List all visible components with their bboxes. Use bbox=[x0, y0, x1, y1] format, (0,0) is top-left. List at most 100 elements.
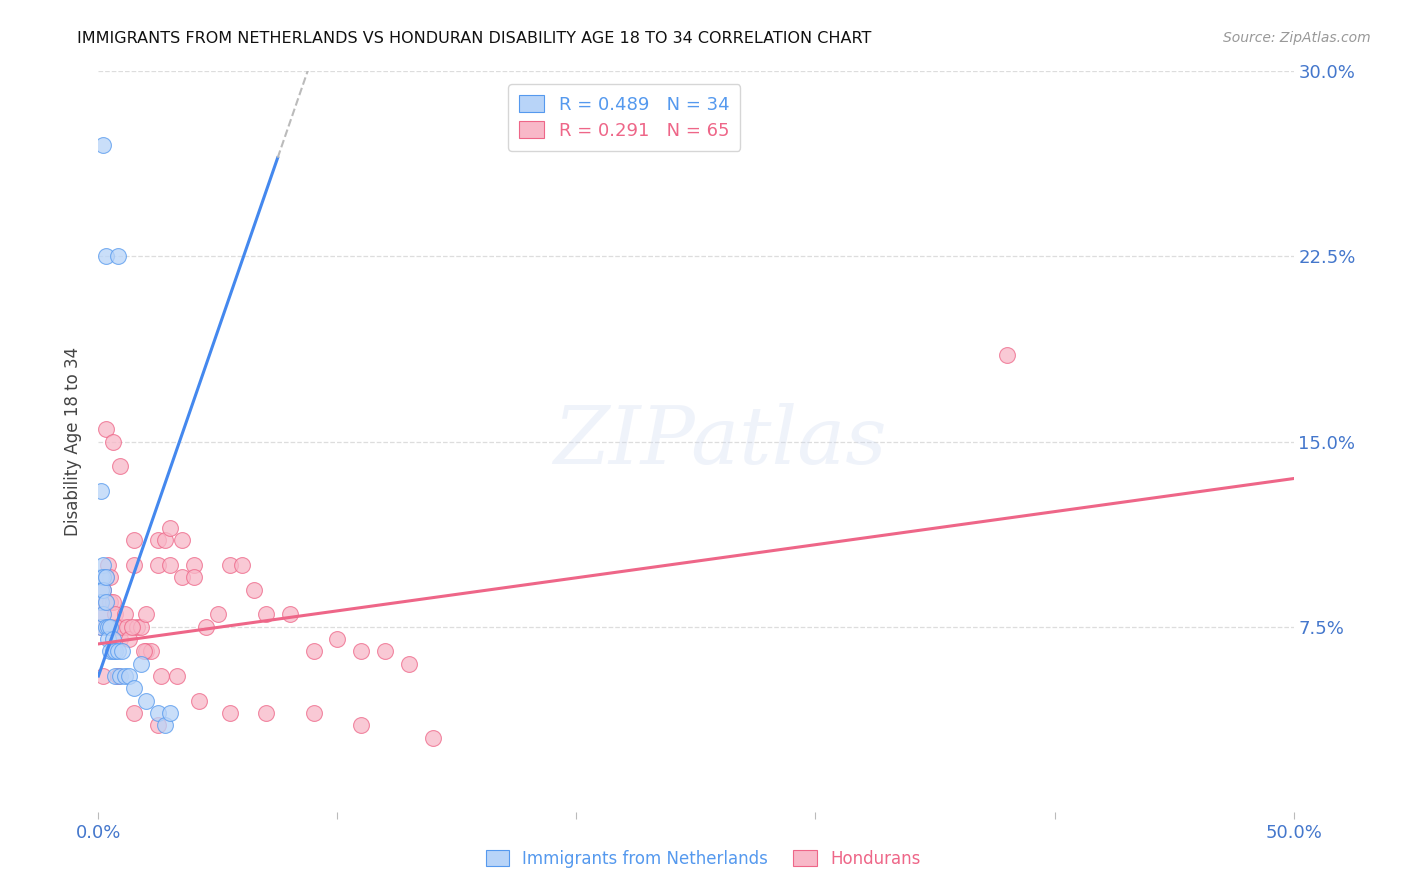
Point bbox=[195, 619, 218, 633]
Point bbox=[118, 632, 141, 646]
Point bbox=[94, 595, 117, 609]
Point bbox=[302, 706, 325, 720]
Point bbox=[101, 434, 124, 449]
Point bbox=[183, 570, 205, 584]
Point bbox=[91, 582, 114, 597]
Point bbox=[278, 607, 301, 622]
Point bbox=[159, 558, 181, 572]
Point bbox=[350, 718, 373, 732]
Point bbox=[131, 657, 153, 671]
Point bbox=[207, 607, 229, 622]
Point bbox=[90, 582, 112, 597]
Point bbox=[91, 607, 114, 622]
Point bbox=[94, 595, 117, 609]
Point bbox=[94, 422, 117, 436]
Point bbox=[139, 644, 162, 658]
Point bbox=[115, 619, 138, 633]
Point bbox=[91, 138, 114, 153]
Point bbox=[90, 483, 112, 498]
Point bbox=[155, 533, 177, 548]
Text: ZIPatlas: ZIPatlas bbox=[553, 403, 887, 480]
Point bbox=[104, 669, 127, 683]
Text: IMMIGRANTS FROM NETHERLANDS VS HONDURAN DISABILITY AGE 18 TO 34 CORRELATION CHAR: IMMIGRANTS FROM NETHERLANDS VS HONDURAN … bbox=[77, 31, 872, 46]
Point bbox=[124, 533, 146, 548]
Point bbox=[111, 619, 134, 633]
Point bbox=[422, 731, 444, 745]
Point bbox=[302, 644, 325, 658]
Point bbox=[231, 558, 253, 572]
Point bbox=[183, 558, 205, 572]
Point bbox=[97, 558, 120, 572]
Point bbox=[124, 558, 146, 572]
Point bbox=[350, 644, 373, 658]
Point bbox=[97, 632, 120, 646]
Point bbox=[108, 669, 131, 683]
Point bbox=[94, 249, 117, 264]
Point bbox=[107, 669, 129, 683]
Point bbox=[135, 694, 157, 708]
Text: Source: ZipAtlas.com: Source: ZipAtlas.com bbox=[1223, 31, 1371, 45]
Point bbox=[107, 619, 129, 633]
Point bbox=[98, 570, 122, 584]
Point bbox=[148, 533, 170, 548]
Point bbox=[90, 595, 112, 609]
Point bbox=[91, 669, 114, 683]
Point bbox=[172, 570, 194, 584]
Point bbox=[90, 595, 112, 609]
Point bbox=[114, 607, 136, 622]
Point bbox=[124, 706, 146, 720]
Point bbox=[108, 632, 131, 646]
Point bbox=[243, 582, 266, 597]
Point bbox=[94, 570, 117, 584]
Point bbox=[90, 570, 112, 584]
Point bbox=[124, 681, 146, 696]
Point bbox=[114, 669, 136, 683]
Point bbox=[135, 644, 157, 658]
Point bbox=[91, 570, 114, 584]
Point bbox=[131, 619, 153, 633]
Y-axis label: Disability Age 18 to 34: Disability Age 18 to 34 bbox=[65, 347, 83, 536]
Point bbox=[111, 644, 134, 658]
Point bbox=[148, 558, 170, 572]
Point bbox=[155, 718, 177, 732]
Legend: Immigrants from Netherlands, Hondurans: Immigrants from Netherlands, Hondurans bbox=[479, 844, 927, 875]
Point bbox=[101, 632, 124, 646]
Point bbox=[125, 619, 148, 633]
Point bbox=[219, 558, 242, 572]
Point bbox=[101, 619, 124, 633]
Point bbox=[149, 669, 172, 683]
Point bbox=[98, 619, 122, 633]
Point bbox=[118, 669, 141, 683]
Point bbox=[97, 619, 120, 633]
Point bbox=[159, 706, 181, 720]
Point bbox=[107, 249, 129, 264]
Point bbox=[98, 644, 122, 658]
Point bbox=[91, 607, 114, 622]
Point bbox=[94, 570, 117, 584]
Point bbox=[94, 619, 117, 633]
Point bbox=[374, 644, 396, 658]
Point bbox=[166, 669, 188, 683]
Point bbox=[98, 595, 122, 609]
Point bbox=[104, 607, 127, 622]
Point bbox=[219, 706, 242, 720]
Point bbox=[97, 619, 120, 633]
Point bbox=[108, 459, 131, 474]
Point bbox=[254, 607, 277, 622]
Point bbox=[91, 582, 114, 597]
Point bbox=[148, 706, 170, 720]
Point bbox=[995, 348, 1018, 362]
Point bbox=[254, 706, 277, 720]
Point bbox=[172, 533, 194, 548]
Point bbox=[91, 558, 114, 572]
Point bbox=[135, 607, 157, 622]
Point bbox=[187, 694, 209, 708]
Point bbox=[101, 644, 124, 658]
Point bbox=[148, 718, 170, 732]
Point bbox=[398, 657, 420, 671]
Point bbox=[159, 521, 181, 535]
Point bbox=[107, 644, 129, 658]
Point bbox=[121, 619, 143, 633]
Point bbox=[90, 619, 112, 633]
Point bbox=[101, 595, 124, 609]
